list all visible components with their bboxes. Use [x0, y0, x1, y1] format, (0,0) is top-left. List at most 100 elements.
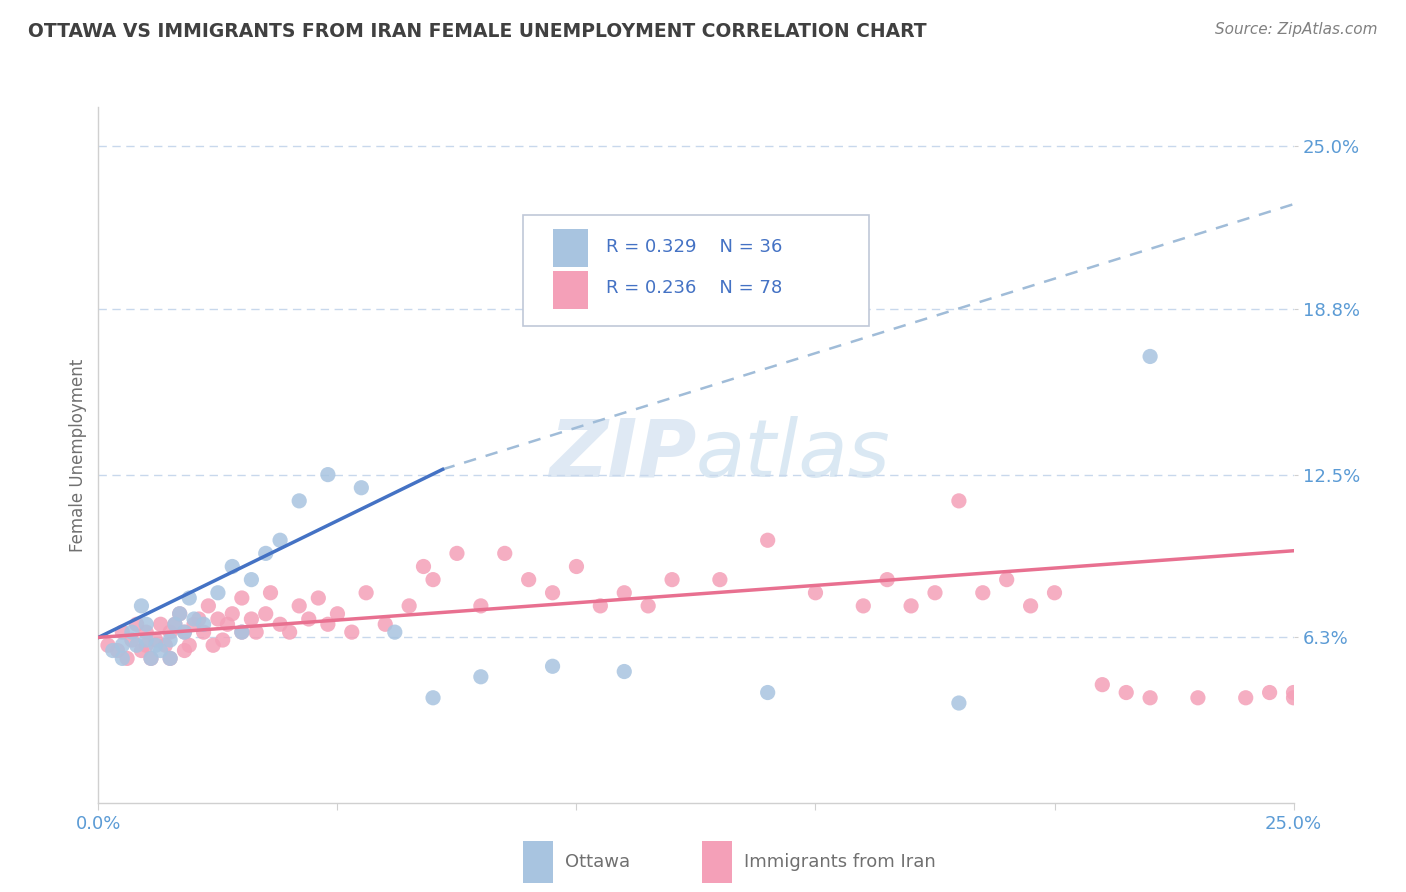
Point	[179, 591, 201, 605]
Point	[111, 638, 134, 652]
Point	[972, 586, 994, 600]
FancyBboxPatch shape	[702, 841, 733, 883]
Point	[221, 607, 243, 621]
Text: OTTAWA VS IMMIGRANTS FROM IRAN FEMALE UNEMPLOYMENT CORRELATION CHART: OTTAWA VS IMMIGRANTS FROM IRAN FEMALE UN…	[28, 22, 927, 41]
Text: atlas: atlas	[696, 416, 891, 494]
Point	[269, 533, 291, 548]
Point	[876, 573, 898, 587]
Point	[1282, 690, 1305, 705]
Point	[340, 625, 363, 640]
Point	[197, 599, 219, 613]
Text: ZIP: ZIP	[548, 416, 696, 494]
Point	[541, 586, 564, 600]
Point	[1234, 690, 1257, 705]
Point	[316, 617, 339, 632]
Point	[107, 643, 129, 657]
Point	[494, 546, 516, 560]
FancyBboxPatch shape	[553, 270, 589, 309]
Point	[1139, 690, 1161, 705]
Point	[756, 685, 779, 699]
Point	[589, 599, 612, 613]
Point	[565, 559, 588, 574]
Point	[637, 599, 659, 613]
Point	[900, 599, 922, 613]
Point	[326, 607, 349, 621]
Point	[661, 573, 683, 587]
Point	[101, 643, 124, 657]
Point	[173, 625, 195, 640]
Point	[115, 651, 138, 665]
Point	[163, 617, 186, 632]
Point	[221, 559, 243, 574]
Point	[288, 599, 311, 613]
Point	[207, 586, 229, 600]
Point	[169, 607, 191, 621]
Point	[169, 607, 191, 621]
Point	[517, 573, 540, 587]
Point	[173, 643, 195, 657]
Point	[163, 617, 186, 632]
Point	[269, 617, 291, 632]
Point	[139, 651, 162, 665]
Point	[1187, 690, 1209, 705]
Text: R = 0.236    N = 78: R = 0.236 N = 78	[606, 279, 783, 297]
Point	[350, 481, 373, 495]
Point	[470, 670, 492, 684]
Point	[183, 612, 205, 626]
Point	[613, 665, 636, 679]
Point	[422, 573, 444, 587]
Point	[254, 607, 277, 621]
Point	[541, 659, 564, 673]
FancyBboxPatch shape	[523, 215, 869, 326]
Point	[125, 638, 148, 652]
Point	[159, 651, 181, 665]
Point	[155, 638, 177, 652]
FancyBboxPatch shape	[553, 228, 589, 267]
Point	[995, 573, 1018, 587]
Point	[446, 546, 468, 560]
Point	[948, 696, 970, 710]
Point	[135, 617, 157, 632]
Point	[159, 633, 181, 648]
Point	[135, 633, 157, 648]
Point	[924, 586, 946, 600]
Point	[1258, 685, 1281, 699]
Point	[149, 617, 172, 632]
Point	[159, 625, 181, 640]
Text: R = 0.329    N = 36: R = 0.329 N = 36	[606, 238, 783, 256]
Point	[240, 573, 263, 587]
Point	[193, 617, 215, 632]
Point	[149, 643, 172, 657]
Point	[173, 625, 195, 640]
Point	[1139, 350, 1161, 364]
Point	[1091, 678, 1114, 692]
Point	[278, 625, 301, 640]
Point	[135, 625, 157, 640]
Point	[804, 586, 827, 600]
Point	[97, 638, 120, 652]
Y-axis label: Female Unemployment: Female Unemployment	[69, 359, 87, 551]
Point	[852, 599, 875, 613]
Point	[187, 612, 209, 626]
Point	[121, 625, 143, 640]
Point	[384, 625, 406, 640]
Point	[131, 599, 153, 613]
Point	[1043, 586, 1066, 600]
Point	[307, 591, 329, 605]
Point	[231, 591, 253, 605]
Point	[398, 599, 420, 613]
Point	[111, 625, 134, 640]
Point	[183, 617, 205, 632]
Point	[470, 599, 492, 613]
Point	[159, 651, 181, 665]
Point	[316, 467, 339, 482]
Point	[145, 638, 167, 652]
Point	[756, 533, 779, 548]
Point	[207, 612, 229, 626]
Point	[135, 638, 157, 652]
Text: Immigrants from Iran: Immigrants from Iran	[744, 853, 935, 871]
Point	[217, 617, 239, 632]
Text: Source: ZipAtlas.com: Source: ZipAtlas.com	[1215, 22, 1378, 37]
Point	[111, 651, 134, 665]
Point	[422, 690, 444, 705]
